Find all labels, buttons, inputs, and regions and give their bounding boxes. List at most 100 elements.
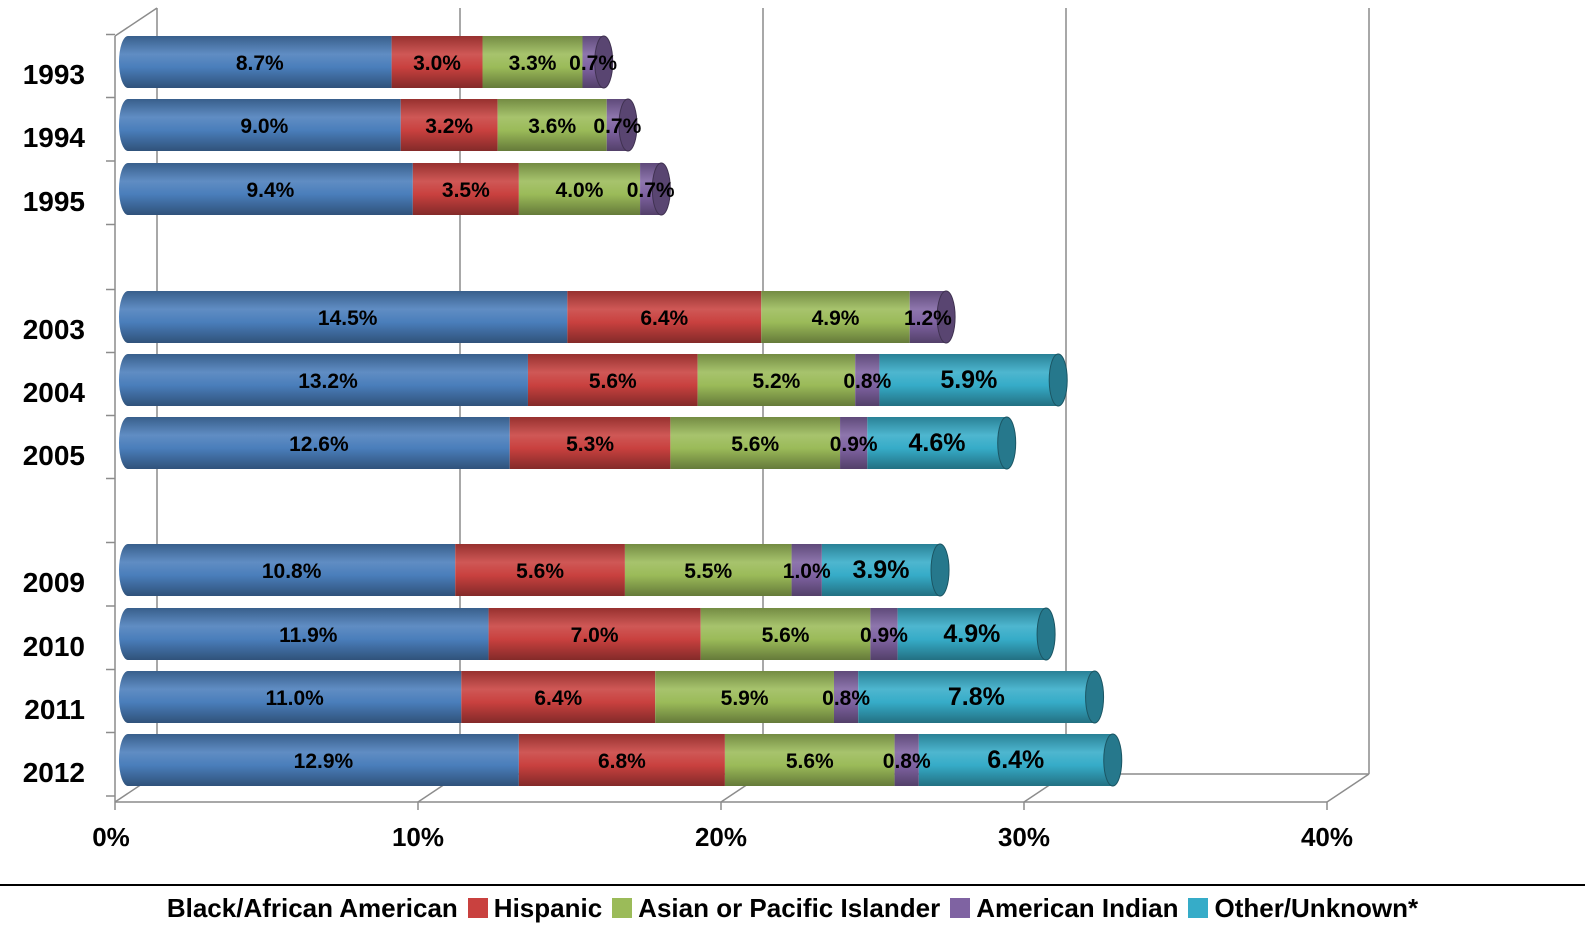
data-label: 10.8% (262, 560, 322, 583)
bar-start-cap (119, 734, 137, 786)
bar-start-cap (119, 163, 137, 215)
bar-segment (518, 734, 725, 786)
legend-label: Black/African American (166, 892, 458, 923)
bar-start-cap (119, 671, 137, 723)
data-label: 0.7% (627, 179, 675, 202)
bar-segment (509, 417, 671, 469)
data-label: 5.6% (731, 433, 779, 456)
category-label: 1993 (23, 59, 85, 90)
bar-start-cap (119, 354, 137, 406)
data-label: 8.7% (236, 52, 284, 75)
bar-end-cap (594, 35, 614, 89)
bar-end-cap (651, 162, 671, 216)
bar-segment (128, 36, 392, 88)
bar-segment (391, 36, 483, 88)
legend-item: American Indian (950, 893, 1178, 924)
bar-segment (128, 99, 401, 151)
bar-end-cap (1103, 733, 1123, 787)
bar-start-cap (119, 36, 137, 88)
data-label: 3.2% (425, 115, 473, 138)
category-label: 1994 (23, 122, 86, 153)
bar-segment (724, 734, 895, 786)
category-label: 2010 (23, 631, 85, 662)
bar-segment (879, 354, 1059, 406)
data-labels: 8.7% 3.0% 3.3% 0.7% 9.0% 3.2% 3.6% 0.7% 9.4% 3.5%… (236, 52, 1044, 774)
bar-end-cap (1085, 670, 1105, 724)
data-label: 12.9% (294, 750, 354, 773)
legend-swatch (612, 898, 633, 918)
data-label: 14.5% (318, 307, 378, 330)
bar-segment (918, 734, 1113, 786)
bar-segment (894, 734, 919, 786)
data-label: 6.4% (640, 307, 688, 330)
bar-segment (128, 544, 456, 596)
category-label: 2003 (23, 314, 85, 345)
bar-segment (840, 417, 868, 469)
data-label: 9.4% (246, 179, 294, 202)
data-label: 0.7% (569, 52, 617, 75)
category-label: 1995 (23, 186, 85, 217)
bar-start-cap (119, 544, 137, 596)
bar-segment (700, 608, 871, 660)
legend-item: Asian or Pacific Islander (612, 893, 940, 924)
data-label: 4.6% (909, 429, 966, 457)
data-label: 5.6% (589, 370, 637, 393)
x-tick-label: 40% (1301, 822, 1353, 852)
data-label: 7.8% (948, 683, 1005, 711)
bar-start-cap (119, 99, 137, 151)
data-label: 3.5% (442, 179, 490, 202)
bar-segment (821, 544, 941, 596)
stacked-bar-chart: 8.7% 3.0% 3.3% 0.7% 9.0% 3.2% 3.6% 0.7% 9.4% 3.5%… (23, 7, 1370, 852)
bar-segment (455, 544, 625, 596)
x-tick-label: 0% (92, 822, 130, 852)
bar-segment (567, 291, 762, 343)
legend-swatch (467, 898, 488, 918)
bar-segment (858, 671, 1095, 723)
legend: Black/African American Hispanic Asian or P… (0, 884, 1585, 930)
category-label: 2012 (23, 757, 85, 788)
bar-segment (697, 354, 856, 406)
bar-segment (761, 291, 910, 343)
data-label: 4.0% (556, 179, 604, 202)
bar-end-cap (618, 98, 638, 152)
bar-segment (897, 608, 1047, 660)
bar-segment (870, 608, 898, 660)
bar-segment (655, 671, 834, 723)
legend-item: Black/African American (167, 893, 458, 924)
bar-segment (867, 417, 1007, 469)
legend-label: Asian or Pacific Islander (638, 892, 941, 923)
data-label: 5.9% (721, 687, 769, 710)
legend-item: Other/Unknown* (1188, 893, 1418, 924)
bar-end-cap (930, 543, 950, 597)
legend-swatch (950, 898, 971, 918)
bar-segment (527, 354, 698, 406)
bar-segment (488, 608, 701, 660)
legend-label: Other/Unknown* (1214, 892, 1419, 923)
category-label: 2005 (23, 440, 85, 471)
bar-end-cap (997, 416, 1017, 470)
data-label: 11.0% (265, 687, 324, 710)
floor-gridline (1326, 773, 1370, 803)
bar-segment (128, 417, 510, 469)
bar-end-cap (936, 290, 956, 344)
bar-segment (482, 36, 583, 88)
data-label: 5.2% (752, 370, 800, 393)
bar-start-cap (119, 291, 137, 343)
data-label: 11.9% (279, 624, 338, 647)
data-label: 7.0% (571, 624, 619, 647)
bar-segment (670, 417, 841, 469)
data-label: 3.9% (852, 556, 909, 584)
data-label: 5.6% (516, 560, 564, 583)
legend-swatch (1188, 898, 1209, 918)
data-label: 0.7% (593, 115, 641, 138)
data-label: 6.4% (987, 746, 1044, 774)
data-label: 12.6% (289, 433, 349, 456)
x-tick-label: 30% (998, 822, 1050, 852)
category-label: 2011 (24, 694, 85, 725)
bar-segment (128, 734, 519, 786)
data-label: 0.9% (830, 433, 878, 456)
data-label: 5.6% (786, 750, 834, 773)
side-wall-top (114, 7, 158, 37)
bar-start-cap (119, 608, 137, 660)
data-label: 1.2% (904, 307, 952, 330)
